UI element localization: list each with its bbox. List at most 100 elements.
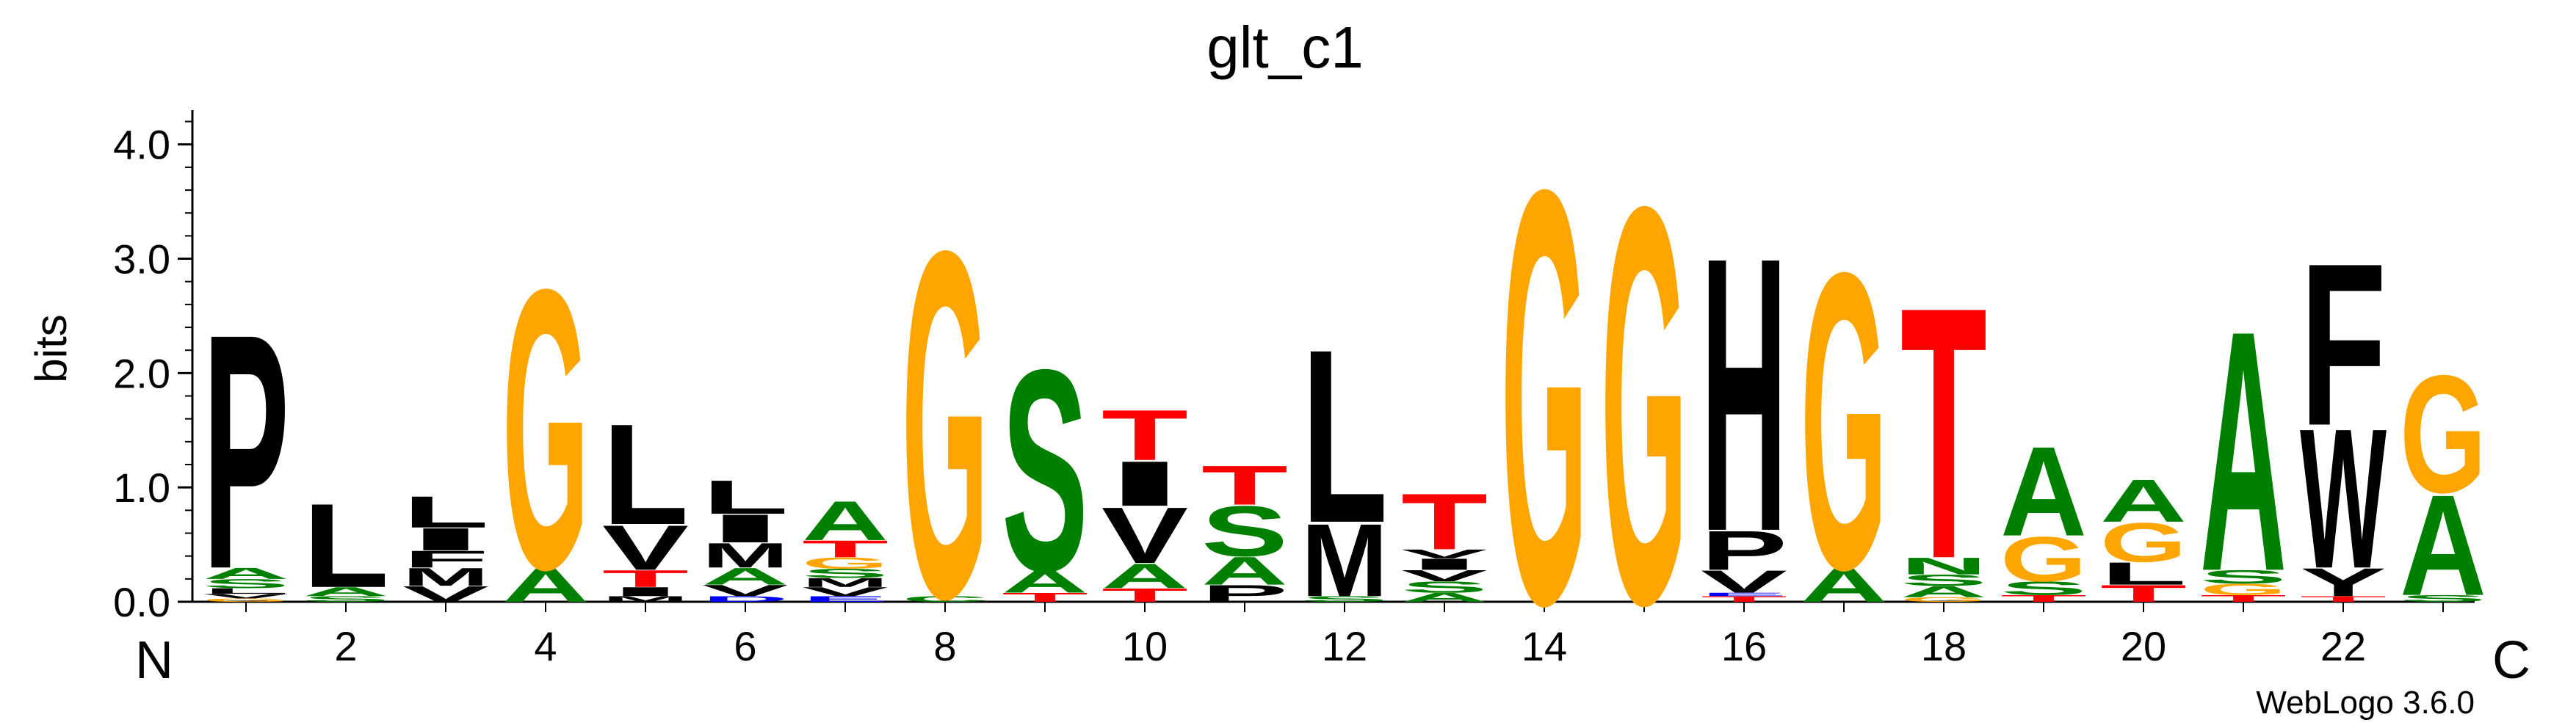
logo-letter-A: A	[1401, 590, 1488, 604]
logo-letter-V: V	[702, 582, 789, 600]
x-tick-label: 22	[2320, 623, 2366, 669]
logo-letter-S: S	[203, 577, 289, 592]
x-tick-label: 16	[1721, 623, 1767, 669]
logo-letter-A: A	[2100, 467, 2187, 535]
logo-letter-S: S	[2400, 593, 2486, 604]
logo-letter-I: I	[1101, 448, 1188, 519]
y-tick-label: 3.0	[113, 236, 170, 283]
logo-letter-V: V	[802, 584, 889, 599]
logo-letter-G: G	[1900, 596, 1987, 603]
logo-letter-E: E	[1701, 592, 1787, 597]
logo-letter-W: W	[2300, 387, 2387, 611]
logo-letter-M: M	[402, 563, 489, 592]
logo-letter-A: A	[203, 564, 289, 582]
stack-position-2: SAL	[303, 478, 389, 613]
logo-letter-M: M	[1301, 502, 1388, 618]
logo-letter-G: G	[902, 148, 988, 702]
logo-letter-S: S	[1900, 572, 1987, 589]
stack-position-8: CG	[902, 148, 988, 702]
logo-letter-Y: Y	[2300, 560, 2387, 605]
logo-letter-T: T	[602, 566, 689, 592]
logo-letter-I: I	[602, 584, 689, 598]
stack-position-23: SAG	[2400, 341, 2486, 626]
logo-letter-L: L	[1301, 299, 1388, 575]
n-terminus-label: N	[135, 631, 173, 690]
y-axis: 0.0 1.0 2.0 3.0 4.0	[113, 110, 194, 625]
x-tick-label: 10	[1122, 623, 1168, 669]
logo-letter-A: A	[502, 558, 589, 612]
logo-letter-I: I	[1401, 556, 1488, 573]
x-tick-label: 18	[1921, 623, 1967, 669]
x-tick-label: 12	[1322, 623, 1367, 669]
logo-letter-G: G	[2400, 341, 2486, 528]
logo-letter-T: T	[1101, 396, 1188, 476]
logo-letter-G: G	[1501, 68, 1588, 727]
logo-letter-L: L	[303, 478, 389, 613]
logo-letter-G: G	[802, 554, 889, 572]
x-tick-label: 4	[534, 623, 557, 669]
y-tick-label: 2.0	[113, 350, 170, 396]
logo-letter-V: V	[1101, 491, 1188, 580]
chart-title: glt_c1	[1206, 15, 1363, 80]
logo-letter-S: S	[2200, 567, 2287, 588]
logo-letter-L: L	[602, 395, 689, 556]
x-axis: 2 4 6 8 10 12 14 16 18 20 22	[192, 600, 2475, 669]
x-tick-label: 2	[334, 623, 357, 669]
logo-letter-T: T	[1201, 454, 1288, 517]
logo-letter-T: T	[1401, 477, 1488, 566]
logo-letter-A: A	[2400, 466, 2486, 626]
stack-position-14: G	[1501, 68, 1588, 727]
logo-letter-F: F	[402, 546, 489, 572]
x-tick-label: 6	[734, 623, 756, 669]
logo-letter-P: P	[203, 264, 289, 638]
logo-letter-V: V	[203, 592, 289, 600]
logo-letter-P: P	[1201, 580, 1288, 606]
logo-letter-H: H	[1701, 175, 1787, 613]
logo-letter-V: V	[602, 512, 689, 583]
logo-letter-A: A	[1101, 556, 1188, 596]
logo-letter-D: D	[702, 594, 789, 603]
stack-position-9: TAS	[1002, 310, 1088, 631]
y-tick-label: 4.0	[113, 122, 170, 168]
logo-letter-L: L	[2100, 556, 2187, 592]
logo-letter-G: G	[2200, 580, 2287, 598]
y-tick-label: 1.0	[113, 465, 170, 511]
logo-letter-A: A	[1900, 583, 1987, 600]
logo-letter-M: M	[702, 536, 789, 575]
logo-letter-T: T	[2300, 594, 2387, 603]
logo-letter-T: T	[2200, 593, 2287, 604]
c-terminus-label: C	[2492, 631, 2530, 690]
logo-letter-G: G	[1801, 185, 1887, 658]
logo-letter-G: G	[203, 597, 289, 603]
logo-letter-A: A	[1002, 564, 1088, 600]
logo-letter-T: T	[1101, 585, 1188, 606]
logo-letter-F: F	[2300, 216, 2387, 474]
logo-letter-T: T	[2000, 593, 2087, 604]
logo-letter-G: G	[2000, 524, 2087, 595]
y-tick-label: 0.0	[113, 579, 170, 625]
logo-letter-S: S	[2000, 578, 2087, 599]
logo-letter-V: V	[1701, 564, 1787, 600]
logo-letter-N: N	[1900, 553, 1987, 580]
y-axis-label: bits	[26, 314, 76, 382]
logo-letter-L: L	[203, 586, 289, 595]
logo-letter-A: A	[802, 490, 889, 553]
stack-position-17: AG	[1801, 185, 1887, 658]
logo-letter-S: S	[1301, 594, 1388, 603]
x-tick-label: 8	[933, 623, 956, 669]
logo-letter-P: P	[1701, 520, 1787, 582]
logo-letter-G: G	[502, 205, 589, 652]
logo-letter-T: T	[1002, 590, 1088, 604]
